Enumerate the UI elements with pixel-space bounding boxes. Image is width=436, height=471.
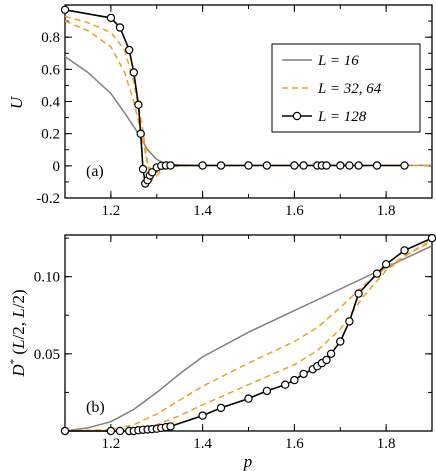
data-point-b: [244, 394, 253, 403]
data-point-b: [400, 246, 409, 255]
y-tick-label: 0.2: [41, 127, 60, 143]
data-point-b: [345, 317, 354, 326]
data-point-a: [115, 23, 125, 32]
data-point-b: [216, 403, 226, 413]
data-point-a: [299, 161, 308, 170]
panel-b: (b) D* (L/2, L/2) 1.2 1.4 1.6 1.8 0.05 0.10 p: [8, 233, 436, 471]
data-point-b: [166, 422, 175, 431]
data-point-a: [262, 161, 272, 170]
data-point-b: [299, 369, 308, 379]
y-tick-label: -0.2: [36, 191, 60, 207]
x-tick-label: 1.4: [193, 203, 212, 219]
panel-a-series: [60, 5, 432, 188]
data-point-b: [354, 289, 363, 298]
panel-b-xlabel: p: [243, 452, 253, 471]
series-line-a-1: [64, 20, 432, 175]
panel-a: (a) U 1.2 1.4 1.6 1.8 -0.2 0 0.2 0.4 0.6 0.8 L = …: [7, 4, 433, 219]
panel-b-ticks: 1.2 1.4 1.6 1.8 0.05 0.10: [34, 235, 433, 452]
data-point-b: [198, 411, 207, 420]
data-point-b: [262, 386, 272, 396]
panel-b-series: [60, 233, 436, 436]
data-point-b: [322, 355, 331, 365]
panel-b-label: (b): [86, 399, 105, 416]
data-point-a: [216, 161, 226, 170]
x-tick-label: 1.4: [193, 436, 212, 452]
data-point-b: [106, 426, 116, 436]
legend: L = 16 L = 32, 64 L = 128: [271, 43, 421, 133]
x-tick-label: 1.2: [102, 436, 121, 452]
x-tick-label: 1.6: [285, 203, 304, 219]
x-tick-label: 1.2: [102, 203, 121, 219]
data-point-a: [400, 161, 409, 170]
x-tick-label: 1.6: [285, 436, 304, 452]
legend-label-l16: L = 16: [317, 53, 359, 69]
legend-label-l128: L = 128: [317, 109, 367, 125]
data-point-a: [336, 161, 345, 170]
data-point-b: [326, 349, 336, 358]
panel-b-ylabel: D* (L/2, L/2): [8, 289, 28, 377]
panel-a-ticks: 1.2 1.4 1.6 1.8 -0.2 0 0.2 0.4 0.6 0.8: [36, 4, 433, 219]
y-tick-label: 0.10: [34, 270, 60, 286]
data-point-b: [427, 233, 436, 243]
data-point-a: [166, 161, 175, 170]
legend-marker-l128: [292, 111, 302, 121]
data-point-b: [290, 375, 299, 385]
data-point-a: [138, 164, 148, 174]
panel-a-label: (a): [86, 163, 104, 180]
data-point-b: [381, 260, 391, 269]
data-point-a: [60, 5, 70, 15]
svg-text:D* (L/2, L/2): D* (L/2, L/2): [8, 289, 28, 377]
data-point-a: [354, 161, 363, 170]
data-point-a: [134, 100, 143, 109]
data-point-a: [322, 161, 331, 170]
y-tick-label: 0.6: [41, 62, 60, 78]
data-point-a: [106, 13, 116, 23]
x-tick-label: 1.8: [377, 203, 396, 219]
y-tick-label: 0.05: [34, 347, 60, 363]
data-point-b: [115, 426, 125, 436]
data-point-a: [136, 129, 145, 138]
panel-a-ylabel: U: [7, 95, 26, 109]
data-point-a: [129, 68, 138, 77]
x-tick-label: 1.8: [377, 436, 396, 452]
y-tick-label: 0.4: [41, 95, 60, 111]
data-point-b: [336, 337, 345, 346]
data-point-a: [124, 45, 134, 55]
data-point-a: [345, 161, 354, 170]
series-line-b-1: [64, 240, 433, 432]
data-point-b: [372, 269, 382, 278]
y-tick-label: 0: [53, 159, 61, 175]
data-point-a: [372, 161, 382, 170]
data-point-a: [244, 161, 253, 170]
data-point-a: [290, 161, 299, 170]
data-point-b: [60, 426, 70, 436]
data-point-a: [198, 161, 207, 170]
data-point-b: [281, 380, 290, 389]
y-tick-label: 0.8: [41, 30, 60, 46]
legend-label-l32-64: L = 32, 64: [317, 81, 382, 97]
